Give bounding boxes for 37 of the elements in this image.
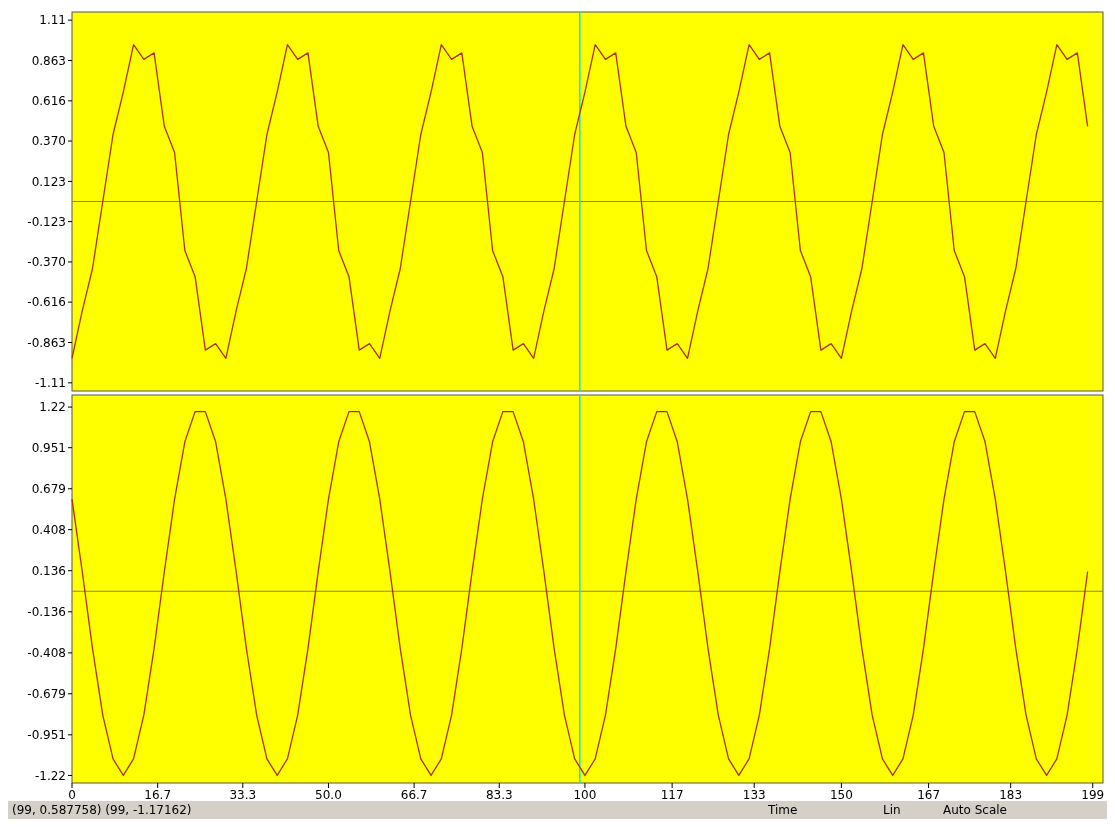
x-tick-label: 167 [917,788,941,802]
y-tick-label: -0.123 [27,214,66,229]
y-tick-label: -0.136 [27,605,66,619]
y-tick-label: 1.11 [39,13,66,28]
text: Auto Scale [943,803,1007,817]
x-tick-label: 16.7 [144,788,172,802]
x-tick-label: 183 [999,788,1023,802]
x-tick-label: 117 [660,788,684,802]
x-tick-label: 50.0 [315,788,342,802]
x-tick-label: 33.3 [229,788,257,802]
text: (99, 0.587758) (99, -1.17162) [12,803,192,817]
x-tick-label: 133 [742,788,766,802]
y-tick-label: -1.11 [34,376,66,391]
x-tick-label: 100 [573,788,597,802]
y-tick-label: -0.616 [27,295,66,310]
y-tick-label: -1.22 [34,768,66,783]
text: Lin [883,803,901,817]
y-tick-label: 0.863 [31,53,66,68]
y-tick-label: 0.408 [31,522,66,537]
y-tick-label: -0.863 [27,335,66,350]
y-tick-label: -0.679 [27,686,66,701]
text: Time [767,803,798,817]
x-tick-label: 0 [68,788,76,802]
y-tick-label: 0.370 [31,134,66,149]
y-tick-label: 0.616 [31,94,66,109]
y-tick-label: -0.408 [27,646,66,661]
y-tick-label: -0.951 [27,728,66,743]
y-tick-label: 1.22 [39,400,66,415]
y-tick-label: -0.370 [27,255,66,270]
x-tick-label: 83.3 [485,788,513,802]
y-tick-label: 0.123 [31,174,66,189]
x-tick-label: 66.7 [400,788,428,802]
x-tick-label: 199 [1081,788,1105,802]
y-tick-label: 0.951 [31,440,66,455]
y-tick-label: 0.679 [31,481,66,496]
y-tick-label: 0.136 [31,563,66,578]
x-tick-label: 150 [829,788,853,802]
